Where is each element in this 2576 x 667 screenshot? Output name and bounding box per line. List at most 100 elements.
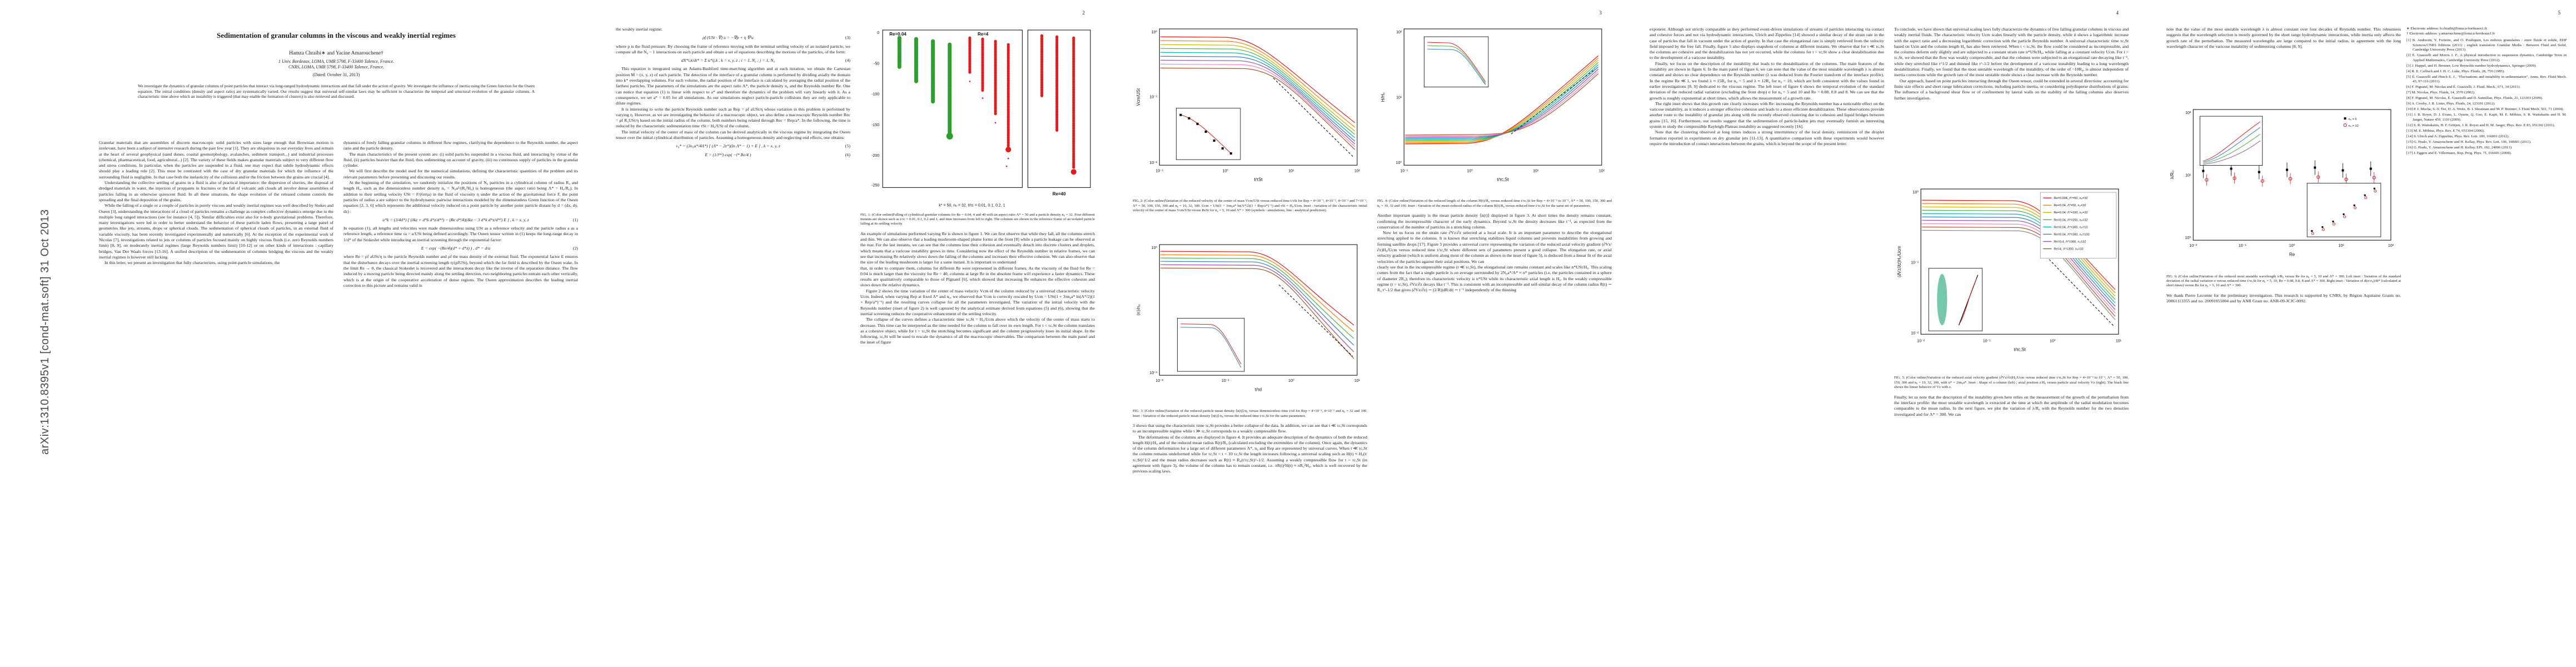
abstract: We investigate the dynamics of granular …: [138, 83, 535, 99]
paragraph: Another important quantity is the mean p…: [1377, 213, 1612, 230]
fig3-ylabel: ⟨n⟩/n₀: [1136, 304, 1141, 316]
fig1-ytick: -150: [871, 123, 879, 127]
paragraph: where Re = ρf aUSt/η is the particle Rey…: [343, 254, 578, 288]
paragraph: the weakly inertial regime:: [616, 27, 662, 32]
page-3: 3 Vcm/USt t/τSt 10⁰ 10⁻¹ 10⁻² 10⁻¹ 10⁰ 1…: [1112, 0, 1628, 667]
equation-2-body: E = exp( −(Re/4)(d* + d*z) ) , d* = d/a: [421, 246, 491, 251]
fig5-legend-item: Re=4, Λ*=300, n₀=32: [2054, 247, 2083, 251]
fig4-xtick: 10²: [1599, 169, 1605, 173]
page-number: 2: [1082, 10, 1085, 16]
page-1: Sedimentation of granular columns in the…: [78, 0, 595, 667]
fig6-legend-label-2: n₀ = 10: [2349, 125, 2359, 128]
figure-1-caption: FIG. 1: (Color online)Falling of cylindr…: [860, 212, 1095, 226]
equation-6: E = (1/l*²) exp( −l* Re/4 ) (6): [616, 152, 850, 158]
equation-6-number: (6): [845, 152, 850, 157]
fig4-xlabel: t/τc,St: [1497, 177, 1509, 182]
fig4-curves: [1405, 55, 1599, 145]
paragraph: dynamics of freely falling granular colu…: [343, 140, 578, 151]
paragraph: Now let us focus on the strain rate ∂Vz/…: [1377, 230, 1612, 264]
figure-4: H/H₀ t/τc,St 10² 10¹ 10⁰ 10⁻¹ 10⁰ 10¹ 10…: [1377, 24, 1612, 197]
paragraph: The main characteristics of the present …: [343, 151, 578, 168]
fig3-xtick: 10⁻²: [1155, 379, 1164, 383]
fig2-xlabel: t/τSt: [1254, 177, 1263, 182]
fig4-ytick: 10⁰: [1396, 161, 1402, 165]
fig1-ytick: 0: [877, 31, 879, 35]
equation-4-number: (4): [845, 58, 850, 63]
fig1-ytick: -250: [871, 183, 879, 187]
fig5-legend-item: Re=0.04, Λ*=300, n₀=10: [2054, 226, 2087, 229]
reference-item: [4] R. E. Caflisch and J. H. C. Luke, Ph…: [2406, 69, 2505, 73]
paragraph: The collapse of the curves defines a cha…: [860, 317, 1095, 345]
fig6-left-inset: [2199, 116, 2263, 166]
paragraph: To conclude, we have shown that universa…: [1894, 27, 2129, 78]
fig2-ytick: 10⁰: [1152, 30, 1158, 34]
fig1-red-plume-2: [1070, 169, 1077, 175]
fig2-xtick: 10²: [1354, 169, 1361, 173]
equation-2: E = exp( −(Re/4)(d* + d*z) ) , d* = d/a …: [343, 246, 578, 251]
fig3-xtick: 10¹: [1354, 379, 1361, 383]
equation-1-number: (1): [572, 217, 578, 222]
reference-item: [16] G. Prado, Y. Amarouchene and H. Kel…: [2406, 145, 2513, 150]
equation-3-number: (3): [845, 35, 850, 41]
fig6-legend-label-1: n₀ = 5: [2349, 118, 2357, 121]
paragraph: The deformations of the columns are disp…: [1133, 434, 1367, 474]
page4-column-right: To conclude, we have shown that universa…: [1894, 27, 2129, 417]
paragraph: Granular materials that are assemblies o…: [99, 140, 333, 180]
page5-column-right: ∗ Electronic address: h.chraibi@loma.u-b…: [2406, 27, 2567, 157]
fig5-xtick: 10¹: [2116, 339, 2122, 343]
figure-2-caption: FIG. 2: (Color online)Variation of the r…: [1133, 199, 1367, 213]
fig5-legend-item: Re=0.4, Λ*=300, n₀=32: [2054, 240, 2086, 243]
fig5-xtick: 10⁻²: [1917, 339, 1925, 343]
fig5-legend: Re=0.004, Λ*=50, n₀=32 Re=0.04, Λ*=50, n…: [2040, 192, 2117, 258]
reference-item: [15] G. Prado, Y. Amarouchene and H. Kel…: [2406, 140, 2532, 144]
fig1-red-plume: [1005, 147, 1012, 153]
reference-item: [12] S. R. Waitukaitis, H. F. Grütjen, J…: [2406, 123, 2555, 127]
paragraph: Finally, let us note that the descriptio…: [1894, 394, 2129, 417]
page1-column-right: dynamics of freely falling granular colu…: [343, 140, 578, 288]
fig5-ytick: 10⁻¹: [1911, 261, 1919, 265]
fig4-ytick: 10²: [1396, 31, 1402, 34]
fig2-ytick: 10⁻²: [1149, 161, 1158, 165]
fig5-legend-item: Re=0.04, Λ*=150, n₀=32: [2054, 218, 2087, 222]
equation-5-number: (5): [845, 143, 850, 149]
fig6-xtick: 10⁰: [2289, 243, 2295, 248]
paragraph: Finally, we focus on the description of …: [1650, 61, 1884, 101]
fig1-red-columns: [968, 36, 1010, 148]
equation-3-body: ρf (USt · ∇) u = −∇p + η ∇²u: [702, 35, 754, 41]
reference-item: [6] F. Pignatel, M. Nicolas and É. Guazz…: [2406, 85, 2521, 89]
fig6-xtick: 10¹: [2338, 244, 2344, 248]
figure-3-caption: FIG. 3: (Color online)Variation of the r…: [1133, 409, 1367, 418]
equation-5: v₀* = (3n₀a*/4Λ*) [ (Λ* − 2z*)(ln Λ* − 1…: [616, 143, 850, 149]
figure-5-caption: FIG. 5: (Color online)Variation of the r…: [1894, 376, 2129, 390]
paragraph: that, in order to compare them, columns …: [860, 265, 1095, 288]
reference-item: [13] M. E. Möbius, Phys. Rev. E 74, 0513…: [2406, 128, 2485, 133]
reference-item: [5] É. Guazzelli and Hinch E. J., "Fluct…: [2406, 74, 2567, 84]
paper-title: Sedimentation of granular columns in the…: [217, 31, 456, 39]
fig6-xtick: 10⁻²: [2189, 244, 2198, 248]
page1-column-left: Granular materials that are assemblies o…: [99, 140, 333, 266]
figure-1-plot: 0 -50 -100 -150 -200 -250: [871, 29, 1091, 208]
fig6-legend-circle: [2343, 123, 2347, 127]
equation-4-body: dX*i,k/dt* = Σ u*ij,k , k = x, y, z ; i …: [681, 58, 775, 63]
fig4-ylabel: H/H₀: [1381, 92, 1386, 102]
equation-4: dX*i,k/dt* = Σ u*ij,k , k = x, y, z ; i …: [616, 58, 850, 63]
fig3-xtick: 10⁰: [1288, 379, 1294, 383]
reference-item: [10] P. J. Mucha, S.-Y. Tee, D. A. Weitz…: [2406, 107, 2564, 111]
fig3-guide-line: [1278, 284, 1353, 357]
fig3-curves: [1160, 251, 1354, 359]
paragraph: clearly see that in the incompressible r…: [1377, 264, 1612, 293]
paragraph: In this letter, we present an investigat…: [104, 260, 280, 266]
figure-5: (∂Vz/∂z)H₀/Ucm t/τc,St 10⁰ 10⁻¹ 10⁻² 10⁻…: [1894, 185, 2129, 375]
fig1-leak-dots: [969, 81, 1009, 167]
figure-1: 0 -50 -100 -150 -200 -250: [860, 27, 1095, 211]
fig3-ytick: 10⁰: [1152, 246, 1158, 250]
affiliation-1: 1 Univ. Bordeaux, LOMA, UMR 5798, F-3340…: [278, 59, 395, 64]
fig1-ytick: -100: [871, 93, 879, 97]
fig6-xtick: 10²: [2388, 244, 2394, 248]
equation-3: ρf (USt · ∇) u = −∇p + η ∇²u (3): [616, 35, 850, 41]
page4-column-left: exponent. Although not strictly comparab…: [1650, 27, 1884, 147]
paragraph: Understanding the collective settling of…: [99, 180, 333, 202]
paragraph: It is interesting to write the particle …: [616, 106, 850, 129]
reference-item: [14] S. Ulrich and A. Zippelius, Phys. R…: [2406, 134, 2510, 138]
